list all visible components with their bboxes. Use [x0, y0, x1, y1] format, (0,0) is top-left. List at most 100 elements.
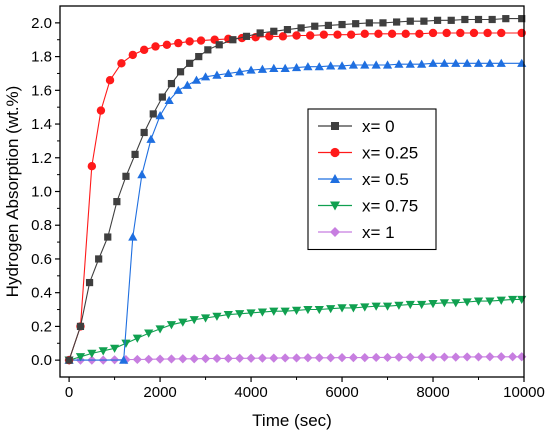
data-point	[257, 64, 268, 73]
data-point	[374, 29, 383, 39]
x-tick-label: 0	[65, 384, 73, 401]
data-point	[348, 60, 359, 69]
y-tick-label: 1.2	[31, 150, 52, 167]
data-point	[149, 110, 157, 118]
data-point	[337, 353, 347, 363]
data-point	[326, 61, 336, 70]
data-point	[401, 29, 410, 39]
data-point	[185, 37, 194, 46]
data-point	[428, 28, 438, 38]
data-point	[119, 355, 129, 364]
data-point	[469, 28, 479, 38]
data-point	[105, 76, 115, 85]
data-point	[144, 329, 154, 338]
data-point	[87, 162, 97, 171]
data-point	[331, 122, 339, 130]
data-point	[405, 352, 415, 362]
x-axis-title: Time (sec)	[252, 411, 332, 430]
data-point	[393, 18, 401, 26]
data-point	[360, 60, 370, 69]
data-point	[360, 353, 370, 363]
data-point	[333, 30, 342, 39]
data-point	[131, 150, 139, 158]
data-point	[394, 352, 404, 362]
series-1	[65, 15, 526, 364]
data-point	[229, 36, 237, 44]
x-tick-label: 4000	[234, 384, 267, 401]
y-tick-label: 0.8	[31, 217, 52, 234]
data-point	[182, 80, 192, 89]
data-point	[278, 32, 288, 41]
data-point	[297, 24, 305, 32]
y-tick-label: 0.2	[31, 318, 52, 335]
data-point	[242, 32, 251, 40]
data-point	[365, 19, 373, 27]
plot-marks	[64, 15, 527, 365]
y-tick-label: 1.4	[31, 116, 52, 133]
x-tick-label: 2000	[143, 384, 176, 401]
data-point	[113, 198, 121, 206]
data-point	[246, 309, 256, 318]
data-point	[314, 353, 324, 363]
legend-label: x= 1	[362, 223, 395, 242]
data-point	[146, 134, 156, 143]
data-point	[483, 28, 492, 38]
data-point	[204, 46, 212, 54]
y-tick-label: 2.0	[31, 15, 52, 32]
data-point	[189, 316, 199, 325]
data-point	[428, 300, 438, 309]
data-point	[303, 305, 313, 315]
data-point	[517, 352, 527, 362]
data-point	[473, 352, 484, 362]
legend-item: x= 1	[318, 223, 395, 242]
data-point	[109, 344, 120, 353]
data-point	[338, 20, 346, 29]
data-point	[337, 61, 347, 70]
data-point	[496, 296, 506, 305]
legend-label: x= 0.75	[362, 197, 418, 216]
data-point	[428, 58, 438, 67]
data-point	[137, 170, 147, 179]
data-point	[485, 297, 495, 306]
data-point	[508, 295, 518, 305]
data-point	[447, 16, 455, 24]
data-point	[140, 128, 148, 137]
data-point	[346, 30, 356, 39]
legend: x= 0 x= 0.25 x= 0.5 x= 0.75 x= 1	[307, 108, 437, 251]
data-point	[439, 58, 449, 67]
series-3	[64, 58, 527, 364]
data-point	[508, 352, 518, 362]
data-point	[158, 93, 166, 101]
data-point	[167, 79, 176, 88]
x-tick-label: 6000	[325, 384, 358, 401]
data-point	[462, 58, 472, 67]
data-point	[280, 353, 290, 363]
data-point	[405, 300, 415, 310]
data-point	[314, 305, 324, 315]
y-tick-label: 0.6	[31, 251, 52, 268]
data-point	[439, 352, 449, 362]
data-point	[517, 28, 526, 38]
data-point	[166, 354, 177, 364]
data-point	[269, 63, 279, 72]
data-point	[461, 15, 469, 24]
data-point	[186, 59, 194, 67]
data-point	[451, 299, 461, 308]
data-point	[394, 301, 404, 310]
data-point	[387, 29, 397, 39]
data-point	[166, 321, 177, 330]
data-point	[394, 59, 404, 68]
data-point	[473, 58, 484, 67]
data-point	[405, 59, 415, 68]
data-point	[433, 16, 442, 24]
data-point	[360, 29, 369, 39]
legend-label: x= 0.5	[362, 170, 409, 189]
data-point	[379, 19, 387, 27]
data-point	[330, 174, 340, 183]
data-point	[473, 297, 484, 306]
data-point	[269, 307, 279, 316]
data-point	[348, 304, 359, 313]
data-point	[223, 353, 233, 364]
data-point	[200, 354, 211, 364]
data-point	[456, 28, 465, 38]
